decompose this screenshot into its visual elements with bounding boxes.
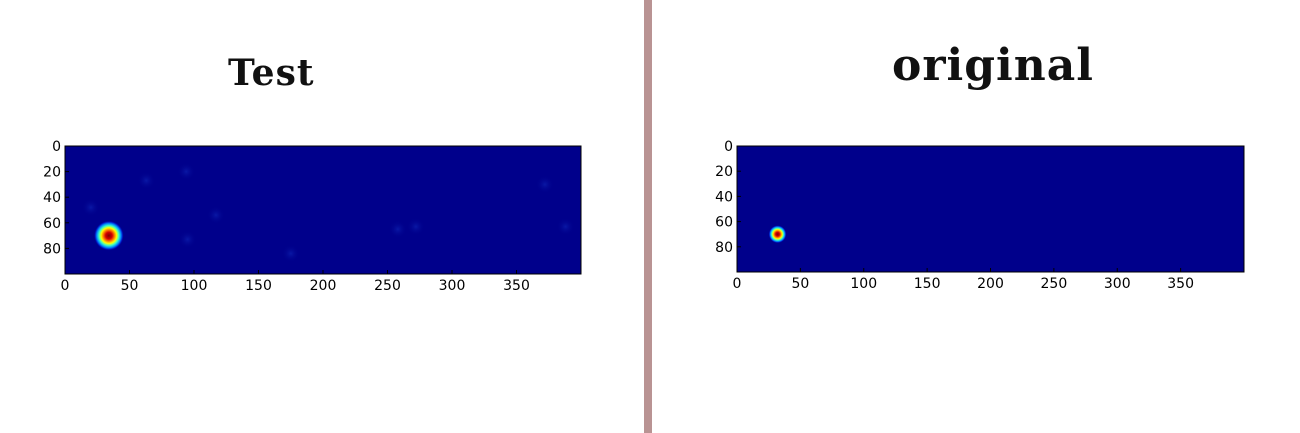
y-tick-label: 80 (715, 240, 733, 256)
y-tick-label: 20 (715, 164, 733, 180)
heatmap-cells (768, 225, 787, 244)
y-tick-label: 20 (43, 165, 61, 181)
panel-test: Test 0 50 100 150 200 250 300 350 0 20 40 60 80 (0, 0, 644, 433)
panel-original: original 0 50 100 150 200 250 300 350 0 20 40 60 80 (652, 0, 1300, 433)
heatmap-noise-point (177, 162, 196, 181)
x-tick-label: 300 (1104, 276, 1131, 292)
x-tick-label: 100 (850, 276, 877, 292)
heatmap-noise-point (388, 220, 407, 239)
x-tick-label: 200 (310, 278, 337, 294)
heatmap-noise-point (206, 206, 225, 225)
panel-divider (644, 0, 652, 433)
heatmap-hotspot (768, 225, 787, 244)
x-tick-label: 200 (977, 276, 1004, 292)
y-tick-label: 40 (715, 189, 733, 205)
x-tick-label: 300 (439, 278, 466, 294)
chart-title-test: Test (228, 52, 315, 94)
chart-title-original: original (892, 40, 1094, 91)
heatmap-noise-point (406, 217, 425, 236)
heatmap-hotspot (93, 220, 124, 251)
heatmap-original: 0 50 100 150 200 250 300 350 0 20 40 60 80 (715, 139, 1245, 292)
heatmap-background (737, 146, 1244, 272)
x-tick-label: 0 (61, 278, 70, 294)
x-tick-label: 100 (181, 278, 208, 294)
y-tick-label: 40 (43, 190, 61, 206)
x-tick-label: 150 (914, 276, 941, 292)
y-tick-label: 0 (724, 139, 733, 155)
heatmap-cells (81, 162, 575, 263)
heatmap-noise-point (281, 244, 300, 263)
heatmap-noise-point (535, 175, 554, 194)
x-tick-label: 350 (1167, 276, 1194, 292)
y-tick-label: 0 (52, 139, 61, 155)
x-tick-label: 50 (791, 276, 809, 292)
heatmap-noise-point (178, 230, 197, 249)
x-tick-label: 150 (245, 278, 272, 294)
x-tick-label: 0 (733, 276, 742, 292)
heatmap-noise-point (81, 198, 100, 217)
y-tick-label: 60 (43, 216, 61, 232)
y-tick-label: 80 (43, 241, 61, 257)
x-tick-label: 250 (1041, 276, 1068, 292)
heatmap-noise-point (556, 217, 575, 236)
heatmap-test: 0 50 100 150 200 250 300 350 0 20 40 60 80 (43, 139, 582, 294)
x-tick-label: 250 (374, 278, 401, 294)
heatmap-noise-point (137, 171, 156, 190)
x-tick-label: 350 (503, 278, 530, 294)
x-tick-label: 50 (121, 278, 139, 294)
y-tick-label: 60 (715, 215, 733, 231)
heatmap-background (65, 146, 581, 274)
